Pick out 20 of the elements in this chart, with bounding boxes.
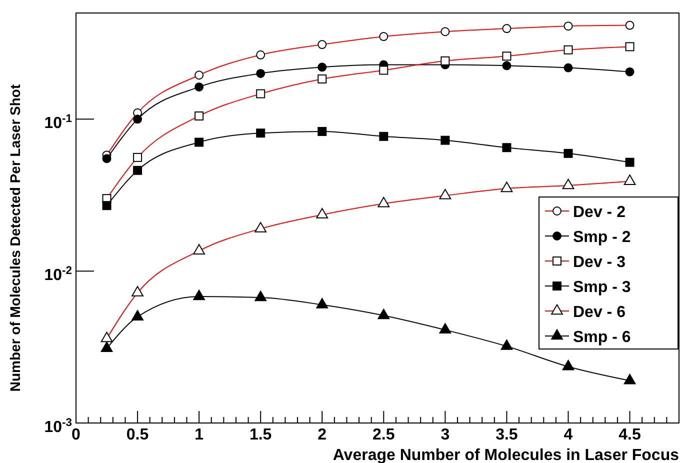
y-axis-title: Number of Molecules Detected Per Laser Shot	[7, 84, 23, 392]
legend-label: Smp - 3	[573, 279, 631, 296]
x-tick-label: 2	[318, 426, 327, 444]
x-tick-label: 1	[194, 426, 204, 444]
y-tick-label: 10$^{-3}$	[44, 416, 72, 436]
legend-label: Dev - 6	[573, 304, 626, 321]
y-tick-label: 10$^{-1}$	[44, 112, 72, 132]
x-tick-label: 0.5	[126, 426, 149, 444]
y-tick-label: 10$^{-2}$	[44, 264, 72, 284]
legend-label: Smp - 2	[573, 229, 631, 246]
legend-label: Smp - 6	[573, 329, 631, 346]
x-tick-label: 0	[72, 426, 81, 444]
x-tick-label: 3	[440, 426, 450, 444]
x-tick-label: 2.5	[372, 426, 395, 444]
x-tick-label: 4	[564, 426, 573, 444]
x-tick-label: 3.5	[496, 426, 518, 444]
x-tick-label: 1.5	[249, 426, 272, 444]
x-tick-label: 4.5	[618, 426, 641, 444]
legend-label: Dev - 2	[573, 204, 626, 221]
legend-label: Dev - 3	[573, 254, 626, 271]
